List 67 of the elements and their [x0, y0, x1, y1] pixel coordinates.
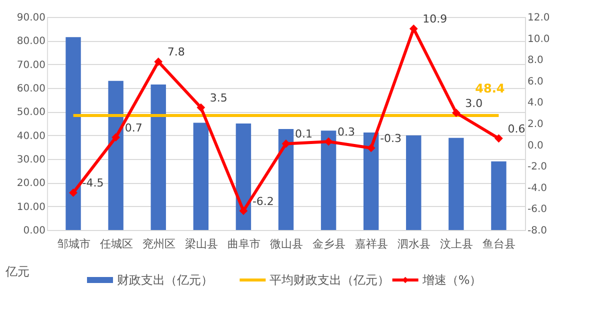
bar — [278, 128, 294, 230]
bar — [320, 130, 336, 230]
data-label: -6.2 — [252, 194, 274, 208]
bar — [193, 122, 209, 230]
bar — [363, 132, 379, 230]
y2-tick-label: 6.0 — [528, 76, 544, 88]
x-tick-label: 曲阜市 — [227, 238, 260, 250]
bar — [66, 37, 81, 230]
x-tick-label: 汶上县 — [440, 238, 474, 250]
x-tick-label: 嘉祥县 — [355, 238, 388, 250]
data-label: 48.4 — [475, 81, 505, 96]
y2-tick-label: 0.0 — [528, 140, 544, 152]
point — [409, 24, 418, 33]
bar — [108, 80, 124, 230]
y-axis-title: 亿元 — [4, 264, 30, 278]
data-label: 3.0 — [465, 96, 483, 110]
bar — [236, 124, 252, 230]
x-tick-label: 兖州区 — [142, 238, 176, 250]
point — [494, 134, 503, 143]
y-tick-label: 40.00 — [16, 130, 46, 142]
x-tick-label: 梁山县 — [184, 238, 218, 250]
legend-label: 平均财政支出（亿元） — [270, 273, 390, 287]
x-tick-label: 微山县 — [270, 238, 303, 250]
y-tick-label: 70.00 — [16, 60, 46, 71]
data-label: 0.6 — [508, 122, 526, 136]
y2-tick-label: 4.0 — [528, 98, 544, 109]
point — [154, 58, 163, 66]
data-label: 0.7 — [124, 121, 142, 134]
y2-tick-label: 2.0 — [528, 119, 544, 130]
x-tick-label: 邹城市 — [57, 238, 90, 250]
point — [196, 103, 206, 112]
y2-tick-label: -4.0 — [528, 182, 548, 194]
y-tick-label: 80.00 — [16, 36, 46, 48]
point — [239, 206, 248, 216]
data-label: 0.1 — [295, 128, 312, 141]
x-tick-label: 泗水县 — [398, 238, 431, 250]
y2-tick-label: 10.0 — [528, 34, 550, 45]
y2-tick-label: -8.0 — [528, 226, 548, 236]
data-label: 7.8 — [167, 46, 185, 59]
x-tick-label: 任城区 — [98, 238, 133, 250]
y-tick-label: 30.00 — [16, 154, 46, 166]
data-label: 3.5 — [210, 92, 228, 105]
y2-tick-label: -2.0 — [528, 162, 548, 173]
point — [69, 188, 78, 197]
point — [112, 133, 120, 142]
x-tick-label: 金乡县 — [312, 238, 346, 250]
y2-tick-label: 8.0 — [528, 55, 544, 66]
bar — [150, 84, 166, 230]
legend-label: 财政支出（亿元） — [117, 273, 213, 287]
y-tick-label: 60.00 — [16, 84, 46, 94]
y-tick-label: 10.00 — [16, 202, 46, 213]
data-label: 10.9 — [422, 12, 448, 26]
data-label: -4.5 — [82, 176, 104, 190]
data-label: 0.3 — [338, 126, 356, 139]
y-tick-label: 0.00 — [23, 226, 46, 236]
y2-tick-label: 12.0 — [528, 12, 550, 24]
legend-label: 增速（%） — [421, 273, 482, 287]
x-tick-label: 鱼台县 — [482, 238, 516, 250]
y2-tick-label: -6.0 — [528, 204, 548, 216]
bar — [406, 135, 422, 230]
data-label: -0.3 — [380, 132, 402, 145]
bar — [448, 138, 464, 230]
y-tick-label: 50.00 — [16, 107, 46, 118]
y-tick-label: 90.00 — [16, 12, 46, 24]
bar — [491, 161, 506, 230]
point — [452, 108, 460, 118]
y-tick-label: 20.00 — [16, 178, 46, 190]
